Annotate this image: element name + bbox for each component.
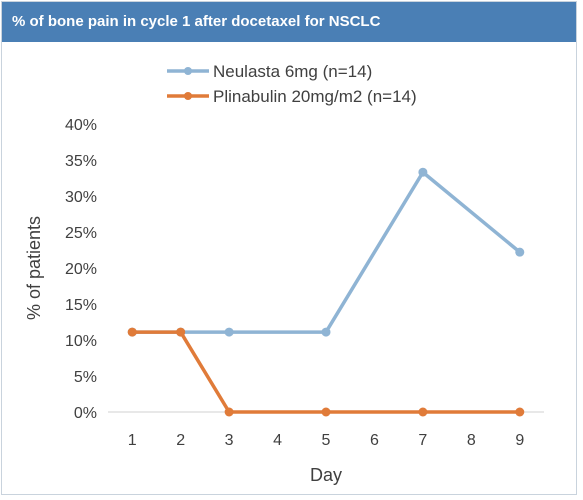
chart-title: % of bone pain in cycle 1 after docetaxe… [2, 2, 576, 42]
data-point [418, 407, 428, 417]
series-line [132, 330, 520, 414]
x-tick-label: 8 [467, 432, 476, 449]
data-point [224, 327, 234, 337]
y-tick-label: 15% [65, 297, 97, 314]
x-tick-label: 6 [370, 432, 379, 449]
x-tick-label: 3 [225, 432, 234, 449]
y-tick-label: 10% [65, 333, 97, 350]
data-point [321, 327, 331, 337]
x-tick-label: 7 [418, 432, 427, 449]
data-point [515, 407, 525, 417]
chart-area: 0% 5% 10% 15% 20% 25% 30% 35% 40% 1 2 3 4 5 6 7 8 9 Day % o… [2, 43, 576, 500]
y-tick-label: 5% [74, 369, 97, 386]
data-point [224, 407, 234, 417]
y-tick-label: 25% [65, 225, 97, 242]
chart-panel: % of bone pain in cycle 1 after docetaxe… [1, 1, 577, 495]
y-tick-label: 35% [65, 153, 97, 170]
legend-marker [184, 92, 192, 100]
x-axis-title: Day [310, 465, 342, 485]
legend-label: Neulasta 6mg (n=14) [213, 62, 372, 81]
legend-label: Plinabulin 20mg/m2 (n=14) [213, 87, 417, 106]
y-tick-label: 40% [65, 117, 97, 134]
y-tick-label: 20% [65, 261, 97, 278]
legend-marker [184, 67, 192, 75]
x-tick-label: 2 [176, 432, 185, 449]
series-line [132, 170, 521, 334]
data-point [321, 407, 331, 417]
y-axis-title: % of patients [24, 216, 44, 320]
data-point [515, 247, 525, 257]
x-tick-label: 9 [515, 432, 524, 449]
data-point [176, 327, 186, 337]
y-tick-label: 0% [74, 405, 97, 422]
x-tick-label: 1 [128, 432, 137, 449]
x-tick-label: 5 [322, 432, 331, 449]
data-point [418, 167, 428, 177]
x-tick-label: 4 [273, 432, 282, 449]
y-tick-label: 30% [65, 189, 97, 206]
line-chart: 0% 5% 10% 15% 20% 25% 30% 35% 40% 1 2 3 4 5 6 7 8 9 Day % o… [24, 62, 544, 485]
data-point [127, 327, 137, 337]
